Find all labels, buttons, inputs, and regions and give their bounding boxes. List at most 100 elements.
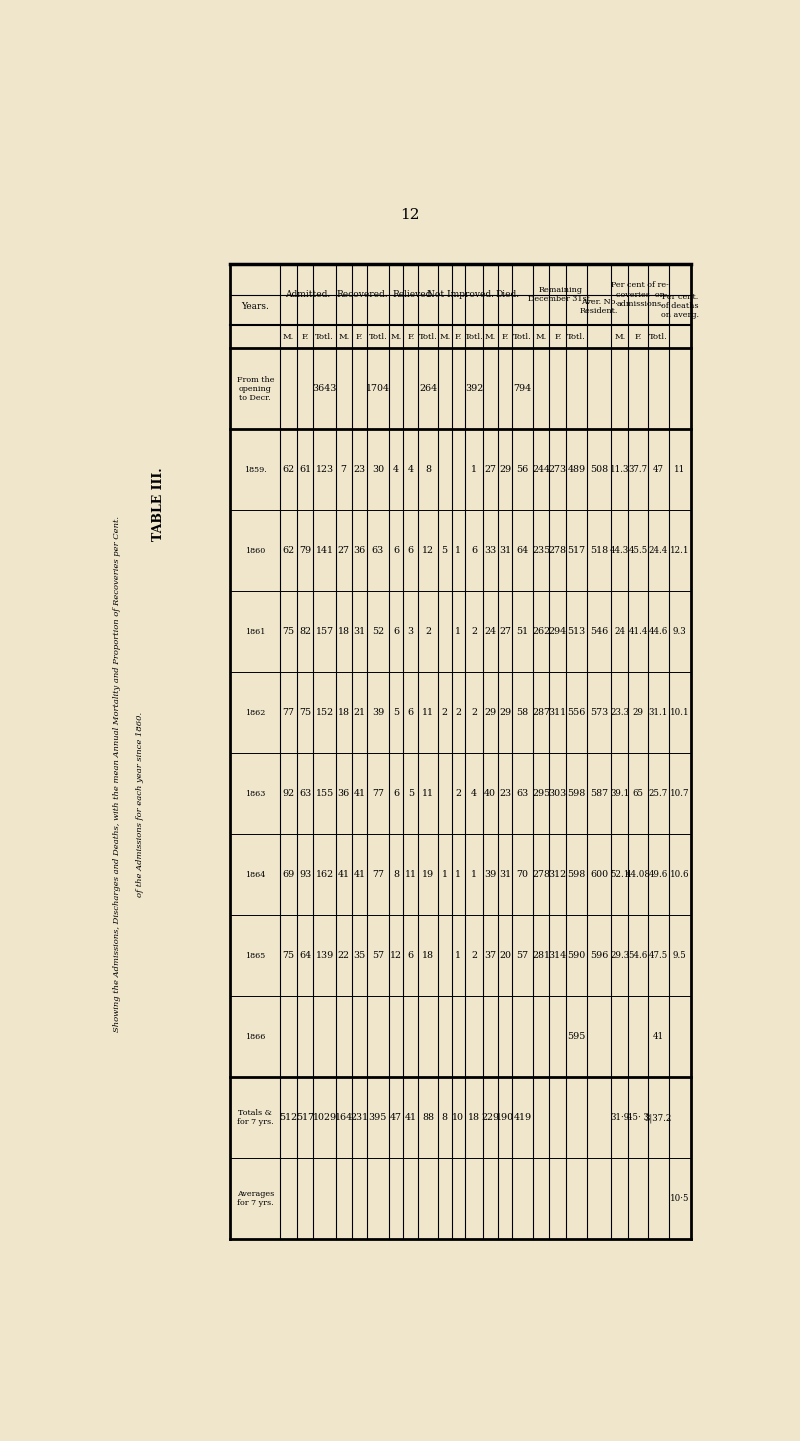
Text: Totl.: Totl.	[465, 333, 483, 342]
Text: Aver. No.
Resident.: Aver. No. Resident.	[580, 297, 618, 314]
Text: 29: 29	[499, 709, 511, 718]
Text: 6: 6	[408, 951, 414, 960]
Text: 264: 264	[419, 385, 437, 393]
Text: 155: 155	[315, 790, 334, 798]
Text: 11: 11	[422, 790, 434, 798]
Text: 39.1: 39.1	[610, 790, 630, 798]
Text: 489: 489	[567, 465, 586, 474]
Text: 40: 40	[484, 790, 496, 798]
Text: 41: 41	[338, 870, 350, 879]
Text: 92: 92	[282, 790, 294, 798]
Text: 164: 164	[334, 1114, 353, 1123]
Text: 1: 1	[471, 870, 477, 879]
Text: 287: 287	[532, 709, 550, 718]
Text: M.: M.	[390, 333, 402, 342]
Text: 31: 31	[354, 627, 366, 637]
Text: 44.6: 44.6	[649, 627, 668, 637]
Text: 278: 278	[549, 546, 566, 555]
Text: 37.7: 37.7	[629, 465, 648, 474]
Text: 2: 2	[471, 709, 477, 718]
Text: F.: F.	[634, 333, 642, 342]
Text: 2: 2	[471, 627, 477, 637]
Text: 79: 79	[299, 546, 311, 555]
Text: 152: 152	[315, 709, 334, 718]
Text: 44.08: 44.08	[626, 870, 651, 879]
Text: 303: 303	[549, 790, 566, 798]
Text: 24.4: 24.4	[649, 546, 668, 555]
Text: 1865: 1865	[245, 953, 266, 960]
Text: 513: 513	[567, 627, 586, 637]
Text: 2: 2	[442, 709, 448, 718]
Text: 51: 51	[517, 627, 529, 637]
Text: 33: 33	[484, 546, 496, 555]
Text: F.: F.	[502, 333, 509, 342]
Text: 29: 29	[499, 465, 511, 474]
Text: 600: 600	[590, 870, 608, 879]
Text: 44.3: 44.3	[610, 546, 630, 555]
Text: 1866: 1866	[245, 1033, 266, 1040]
Text: 295: 295	[532, 790, 550, 798]
Text: Totl.: Totl.	[418, 333, 438, 342]
Text: 7: 7	[341, 465, 346, 474]
Text: 63: 63	[299, 790, 311, 798]
Text: 587: 587	[590, 790, 608, 798]
Text: 190: 190	[496, 1114, 514, 1123]
Text: 6: 6	[408, 546, 414, 555]
Text: 88: 88	[422, 1114, 434, 1123]
Text: 596: 596	[590, 951, 609, 960]
Text: 419: 419	[514, 1114, 532, 1123]
Text: 22: 22	[338, 951, 350, 960]
Text: 1: 1	[455, 627, 462, 637]
Text: 1859.: 1859.	[244, 465, 266, 474]
Text: 235: 235	[532, 546, 550, 555]
Text: 63: 63	[517, 790, 529, 798]
Text: 30: 30	[372, 465, 384, 474]
Text: 39: 39	[484, 870, 496, 879]
Text: 6: 6	[408, 709, 414, 718]
Text: 3: 3	[408, 627, 414, 637]
Text: 10·5: 10·5	[670, 1195, 690, 1203]
Text: 573: 573	[590, 709, 608, 718]
Text: 3643: 3643	[313, 385, 337, 393]
Text: 8: 8	[425, 465, 431, 474]
Text: Admitted.: Admitted.	[286, 290, 330, 300]
Text: Recovered.: Recovered.	[337, 290, 388, 300]
Text: 2: 2	[455, 709, 462, 718]
Text: M.: M.	[439, 333, 450, 342]
Text: Not Improved.: Not Improved.	[427, 290, 494, 300]
Text: F.: F.	[554, 333, 562, 342]
Text: 1: 1	[455, 870, 462, 879]
Text: 69: 69	[282, 870, 294, 879]
Text: M.: M.	[485, 333, 496, 342]
Text: 62: 62	[282, 546, 294, 555]
Text: F.: F.	[356, 333, 363, 342]
Text: 39: 39	[372, 709, 384, 718]
Text: 517: 517	[567, 546, 586, 555]
Text: 52: 52	[372, 627, 384, 637]
Text: 49.6: 49.6	[649, 870, 668, 879]
Text: F.: F.	[302, 333, 309, 342]
Text: 29.3: 29.3	[610, 951, 630, 960]
Text: Totals &
for 7 yrs.: Totals & for 7 yrs.	[237, 1110, 274, 1127]
Text: 6: 6	[393, 546, 399, 555]
Text: 12: 12	[390, 951, 402, 960]
Text: F.: F.	[407, 333, 414, 342]
Text: 31: 31	[499, 546, 511, 555]
Text: 47: 47	[653, 465, 664, 474]
Text: 41: 41	[354, 870, 366, 879]
Text: 590: 590	[567, 951, 586, 960]
Text: 4: 4	[408, 465, 414, 474]
Text: 61: 61	[299, 465, 311, 474]
Text: 77: 77	[372, 790, 384, 798]
Text: 244: 244	[532, 465, 550, 474]
Text: Averages
for 7 yrs.: Averages for 7 yrs.	[237, 1190, 274, 1208]
Text: 11: 11	[422, 709, 434, 718]
Text: 37: 37	[484, 951, 496, 960]
Text: 1704: 1704	[366, 385, 390, 393]
Text: Totl.: Totl.	[567, 333, 586, 342]
Text: 45.5: 45.5	[629, 546, 648, 555]
Text: 294: 294	[549, 627, 566, 637]
Text: 4: 4	[393, 465, 399, 474]
Text: 29: 29	[484, 709, 496, 718]
Text: 1861: 1861	[245, 628, 266, 635]
